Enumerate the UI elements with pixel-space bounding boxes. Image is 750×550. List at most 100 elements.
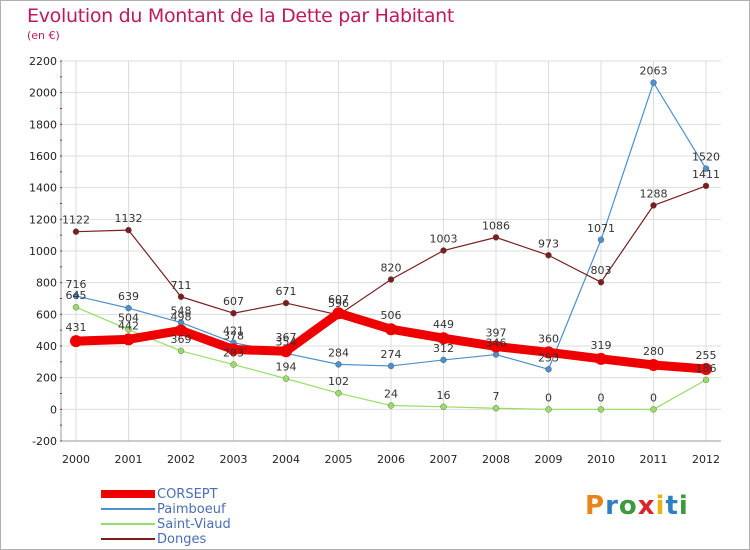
data-label-corsept-2008: 397 — [486, 326, 507, 339]
legend: CORSEPT Paimboeuf Saint-Viaud Donges — [101, 487, 361, 547]
point-donges-2008 — [492, 234, 500, 241]
data-label-saint-viaud-2002: 369 — [171, 333, 192, 346]
legend-label-corsept: CORSEPT — [157, 487, 218, 502]
x-tick-label-2012: 2012 — [692, 453, 720, 466]
y-tick-label-200: 200 — [36, 372, 57, 385]
point-donges-2004 — [282, 299, 290, 307]
data-label-saint-viaud-2008: 7 — [493, 390, 500, 403]
data-label-corsept-2007: 449 — [433, 318, 454, 331]
point-corsept-2008 — [490, 340, 502, 353]
data-label-donges-2010: 803 — [591, 264, 612, 277]
logo-letter: t — [665, 491, 679, 521]
data-label-saint-viaud-2010: 0 — [598, 391, 605, 404]
data-label-paimboeuf-2011: 2063 — [640, 65, 668, 78]
point-saint-viaud-2009 — [545, 406, 552, 413]
point-saint-viaud-2000 — [72, 304, 80, 311]
data-label-corsept-2009: 360 — [538, 332, 559, 345]
data-label-corsept-2002: 498 — [171, 310, 192, 323]
y-tick-label-1800: 1800 — [29, 118, 57, 131]
y-tick-label-2000: 2000 — [29, 87, 57, 100]
data-label-paimboeuf-2003: 421 — [223, 325, 244, 338]
x-tick-label-2002: 2002 — [167, 453, 195, 466]
point-paimboeuf-2006 — [387, 362, 395, 370]
point-corsept-2005 — [332, 307, 345, 320]
legend-item-saint-viaud: Saint-Viaud — [101, 517, 361, 532]
point-saint-viaud-2005 — [335, 389, 342, 397]
legend-item-donges: Donges — [101, 532, 361, 547]
point-corsept-2007 — [437, 332, 450, 345]
logo-letter: P — [585, 491, 606, 521]
point-saint-viaud-2002 — [177, 347, 185, 355]
legend-label-donges: Donges — [157, 532, 207, 547]
x-tick-label-2010: 2010 — [587, 453, 615, 466]
proxiti-logo: Proxiti — [585, 491, 689, 521]
data-label-saint-viaud-2011: 0 — [650, 391, 657, 404]
data-label-corsept-2010: 319 — [591, 339, 612, 352]
logo-letter: o — [618, 491, 638, 521]
point-corsept-2000 — [70, 335, 82, 348]
data-label-saint-viaud-2009: 0 — [545, 391, 552, 404]
point-donges-2006 — [387, 276, 395, 283]
x-tick-label-2009: 2009 — [535, 453, 563, 466]
series-lines — [70, 79, 712, 413]
point-donges-2007 — [440, 247, 447, 254]
legend-item-paimboeuf: Paimboeuf — [101, 502, 361, 517]
data-label-corsept-2012: 255 — [696, 349, 717, 362]
legend-swatch-saint-viaud — [101, 523, 155, 525]
legend-label-paimboeuf: Paimboeuf — [157, 502, 226, 517]
data-label-corsept-2003: 378 — [223, 329, 244, 342]
point-paimboeuf-2009 — [545, 366, 552, 373]
point-saint-viaud-2004 — [282, 375, 290, 382]
x-tick-label-2011: 2011 — [640, 453, 668, 466]
chart-title: Evolution du Montant de la Dette par Hab… — [27, 5, 455, 27]
point-donges-2002 — [177, 293, 185, 300]
point-donges-2003 — [230, 310, 237, 317]
data-label-corsept-2006: 506 — [381, 309, 402, 322]
y-tick-label-0: 0 — [50, 403, 57, 416]
data-label-corsept-2004: 367 — [276, 331, 297, 344]
chart-subtitle: (en €) — [27, 29, 60, 42]
data-label-saint-viaud-2004: 194 — [276, 361, 297, 374]
point-donges-2000 — [72, 228, 80, 235]
data-label-corsept-2005: 607 — [328, 293, 349, 306]
data-label-paimboeuf-2010: 1071 — [587, 222, 615, 235]
data-label-donges-2003: 607 — [223, 295, 244, 308]
data-label-donges-2011: 1288 — [640, 187, 668, 200]
x-tick-label-2003: 2003 — [220, 453, 248, 466]
y-tick-label-1000: 1000 — [29, 245, 57, 258]
data-label-paimboeuf-2004: 354 — [276, 335, 297, 348]
y-tick-label-400: 400 — [36, 340, 57, 353]
point-saint-viaud-2008 — [492, 405, 500, 412]
point-corsept-2010 — [595, 352, 607, 365]
x-tick-label-2007: 2007 — [430, 453, 458, 466]
y-tick-label-600: 600 — [36, 308, 57, 321]
legend-swatch-corsept — [101, 490, 155, 498]
point-corsept-2012 — [700, 362, 712, 375]
logo-letter: i — [678, 491, 689, 521]
point-saint-viaud-2011 — [650, 406, 657, 413]
point-donges-2011 — [650, 202, 657, 209]
point-corsept-2004 — [280, 345, 292, 358]
grid — [61, 60, 721, 442]
point-corsept-2003 — [227, 343, 240, 356]
point-corsept-2009 — [542, 346, 555, 359]
data-label-donges-2007: 1003 — [430, 233, 458, 246]
data-label-donges-2002: 711 — [171, 279, 192, 292]
data-label-corsept-2011: 280 — [643, 345, 664, 358]
y-tick-label-1600: 1600 — [29, 150, 57, 163]
point-donges-2012 — [702, 182, 710, 190]
data-label-donges-2000: 1122 — [62, 214, 90, 227]
data-label-donges-2001: 1132 — [115, 212, 143, 225]
point-paimboeuf-2007 — [440, 356, 447, 364]
x-tick-label-2000: 2000 — [62, 453, 90, 466]
data-label-paimboeuf-2012: 1520 — [692, 151, 720, 164]
data-label-paimboeuf-2000: 716 — [66, 278, 87, 291]
data-label-donges-2008: 1086 — [482, 219, 510, 232]
axes: -200020040060080010001200140016001800200… — [29, 55, 721, 466]
x-tick-label-2008: 2008 — [482, 453, 510, 466]
point-saint-viaud-2007 — [440, 403, 447, 410]
point-paimboeuf-2005 — [335, 361, 342, 368]
x-tick-label-2006: 2006 — [377, 453, 405, 466]
